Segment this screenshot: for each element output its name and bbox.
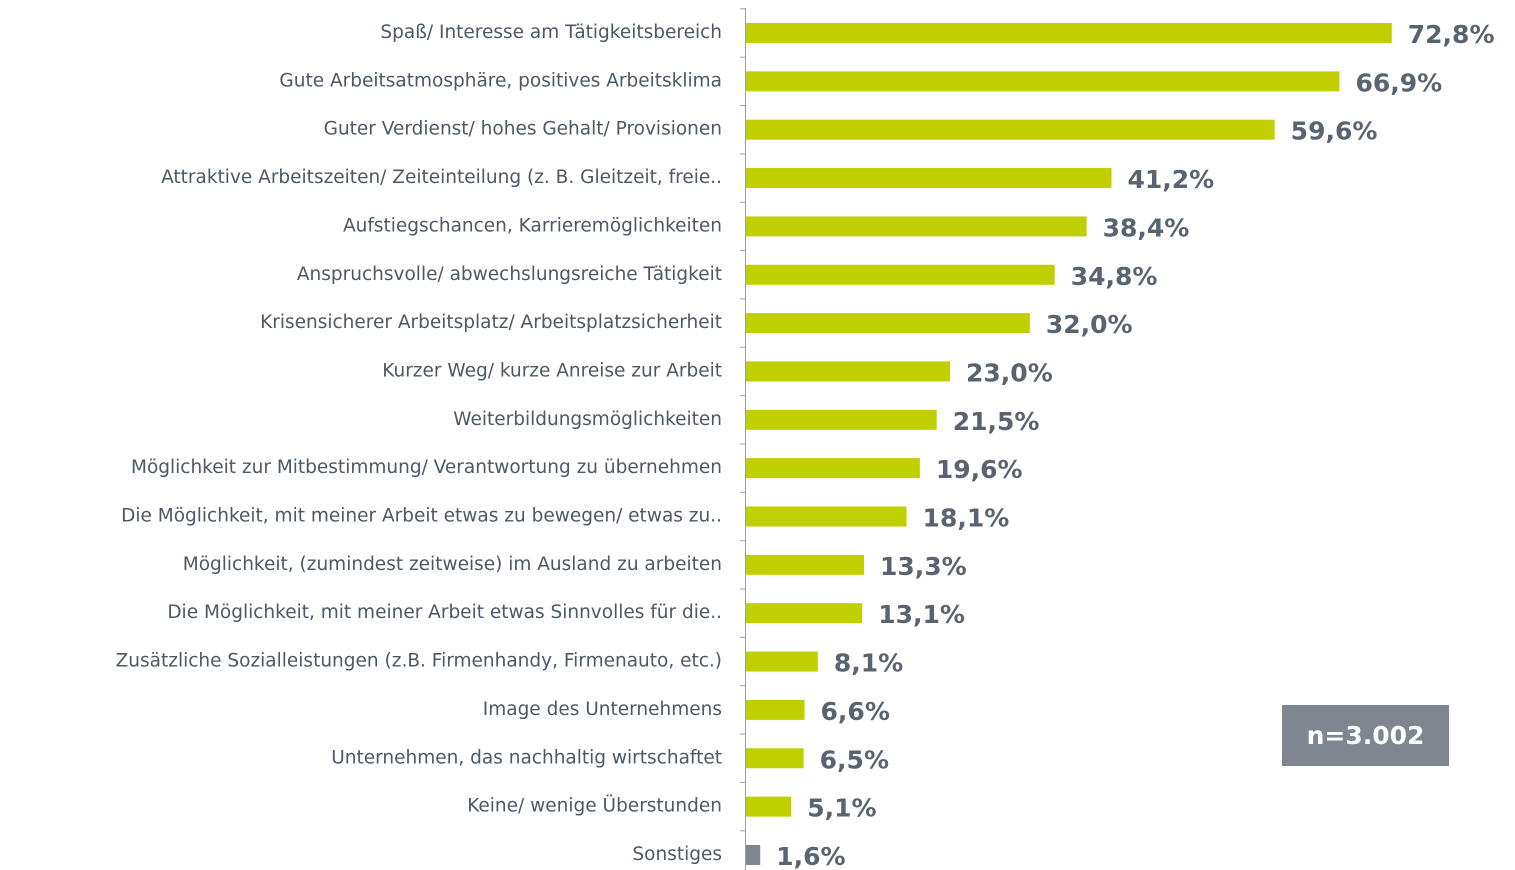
- bar: [746, 796, 792, 817]
- category-label: Krisensicherer Arbeitsplatz/ Arbeitsplat…: [260, 312, 722, 333]
- category-label: Gute Arbeitsatmosphäre, positives Arbeit…: [279, 70, 722, 91]
- value-label: 66,9%: [1355, 68, 1442, 97]
- bar: [746, 409, 937, 430]
- bar: [746, 506, 907, 527]
- category-label: Keine/ wenige Überstunden: [467, 795, 722, 817]
- bar: [746, 119, 1275, 140]
- bar: [746, 748, 804, 769]
- category-label: Zusätzliche Sozialleistungen (z.B. Firme…: [116, 651, 722, 672]
- bar: [746, 458, 920, 479]
- category-label: Aufstiegschancen, Karrieremöglichkeiten: [343, 215, 722, 236]
- value-label: 41,2%: [1127, 165, 1214, 194]
- category-label: Unternehmen, das nachhaltig wirtschaftet: [331, 747, 722, 768]
- bar: [746, 844, 761, 865]
- category-label: Die Möglichkeit, mit meiner Arbeit etwas…: [167, 602, 722, 623]
- category-label: Die Möglichkeit, mit meiner Arbeit etwas…: [121, 506, 722, 527]
- value-label: 6,6%: [821, 697, 890, 726]
- annotation: n=3.002: [1307, 721, 1425, 750]
- category-label: Anspruchsvolle/ abwechslungsreiche Tätig…: [297, 264, 722, 285]
- value-label: 59,6%: [1291, 117, 1378, 146]
- value-label: 34,8%: [1071, 262, 1158, 291]
- category-label: Möglichkeit, (zumindest zeitweise) im Au…: [183, 554, 722, 575]
- bar: [746, 361, 951, 382]
- bar: [746, 264, 1055, 285]
- category-label: Guter Verdienst/ hohes Gehalt/ Provision…: [324, 119, 722, 140]
- value-label: 8,1%: [834, 649, 903, 678]
- bar: [746, 23, 1392, 43]
- category-label: Weiterbildungsmöglichkeiten: [453, 409, 722, 430]
- value-label: 13,3%: [880, 552, 967, 581]
- category-label: Spaß/ Interesse am Tätigkeitsbereich: [380, 22, 722, 43]
- bar: [746, 168, 1112, 189]
- value-label: 5,1%: [807, 794, 876, 823]
- value-label: 72,8%: [1408, 20, 1495, 49]
- value-label: 32,0%: [1046, 310, 1133, 339]
- bar: [746, 554, 864, 575]
- category-label: Möglichkeit zur Mitbestimmung/ Verantwor…: [131, 457, 722, 478]
- value-label: 1,6%: [776, 842, 845, 870]
- bar: [746, 603, 863, 624]
- value-label: 21,5%: [953, 407, 1040, 436]
- annotation-box: [1282, 705, 1449, 766]
- value-label: 19,6%: [936, 455, 1023, 484]
- bar: [746, 313, 1030, 334]
- category-label: Attraktive Arbeitszeiten/ Zeiteinteilung…: [161, 167, 722, 188]
- value-label: 38,4%: [1103, 213, 1190, 242]
- category-label: Image des Unternehmens: [483, 699, 722, 720]
- category-label: Kurzer Weg/ kurze Anreise zur Arbeit: [382, 360, 722, 381]
- value-label: 18,1%: [923, 504, 1010, 533]
- bar: [746, 699, 805, 720]
- value-label: 13,1%: [878, 600, 965, 629]
- value-label: 6,5%: [820, 745, 889, 774]
- bar: [746, 71, 1340, 92]
- value-label: 23,0%: [966, 358, 1053, 387]
- bar: [746, 651, 818, 672]
- bar: [746, 216, 1087, 237]
- category-label: Sonstiges: [632, 844, 722, 865]
